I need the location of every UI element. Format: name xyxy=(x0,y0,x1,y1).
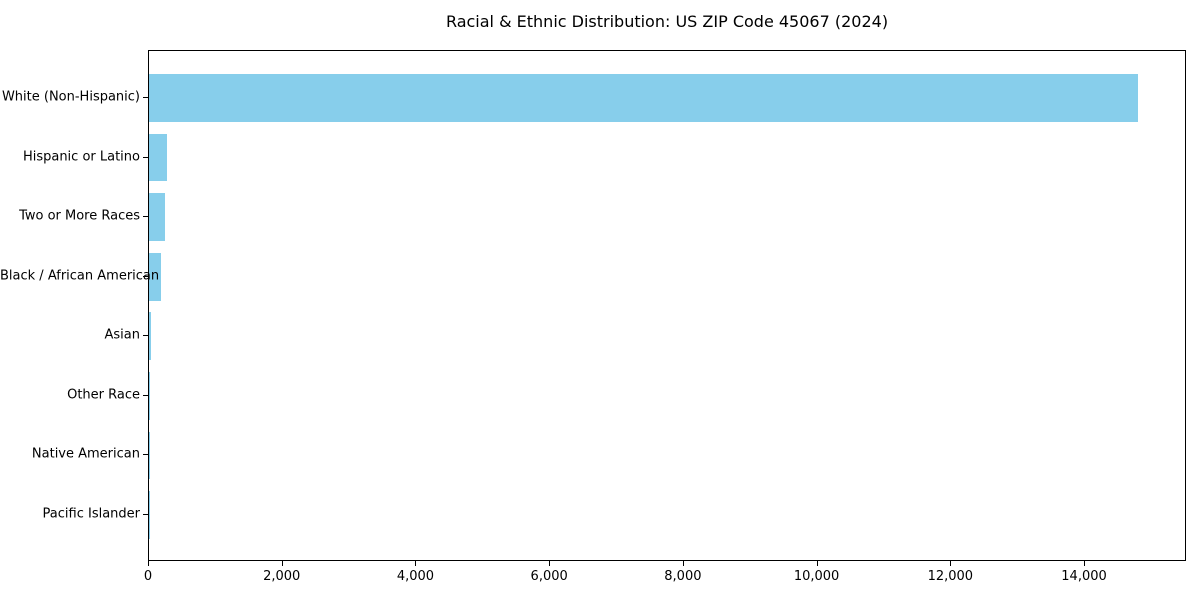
x-tick-label: 4,000 xyxy=(396,569,435,584)
y-tick-mark xyxy=(143,335,148,337)
x-tick-mark xyxy=(415,561,417,566)
x-tick-mark xyxy=(950,561,952,566)
y-axis-label-black-african-american: Black / African American xyxy=(0,268,160,284)
y-axis-label-pacific-islander: Pacific Islander xyxy=(42,506,140,522)
y-tick-mark xyxy=(143,394,148,396)
x-tick-mark xyxy=(281,561,283,566)
y-axis-label-hispanic-or-latino: Hispanic or Latino xyxy=(22,149,140,165)
y-tick-mark xyxy=(143,454,148,456)
y-tick-mark xyxy=(143,216,148,218)
bar-white-non-hispanic xyxy=(149,74,1138,122)
x-tick-mark xyxy=(682,561,684,566)
y-tick-mark xyxy=(143,513,148,515)
x-tick-mark xyxy=(549,561,551,566)
x-tick-label: 12,000 xyxy=(927,569,974,584)
bar-black-african-american xyxy=(149,252,162,301)
bar-asian xyxy=(149,312,151,361)
y-axis-label-white-non-hispanic: White (Non-Hispanic) xyxy=(1,89,140,105)
x-tick-label: 10,000 xyxy=(793,569,840,584)
y-tick-mark xyxy=(143,156,148,158)
x-tick-label: 14,000 xyxy=(1061,569,1107,584)
x-tick-label: 6,000 xyxy=(530,569,568,584)
bar-two-or-more-races xyxy=(149,193,166,241)
y-axis-label-asian: Asian xyxy=(104,327,140,343)
chart-title: Racial & Ethnic Distribution: US ZIP Cod… xyxy=(445,12,889,31)
y-tick-mark xyxy=(143,97,148,99)
x-tick-mark xyxy=(816,561,818,566)
y-axis-label-other-race: Other Race xyxy=(67,387,140,403)
x-tick-label: 8,000 xyxy=(664,569,702,584)
y-tick-mark xyxy=(143,275,148,277)
x-tick-label: 0 xyxy=(143,569,153,584)
y-axis-label-two-or-more-races: Two or More Races xyxy=(19,208,140,224)
x-tick-mark xyxy=(148,561,149,566)
bar-other-race xyxy=(149,372,150,420)
x-tick-label: 2,000 xyxy=(263,569,301,584)
plot-area xyxy=(148,50,1186,561)
y-axis-label-native-american: Native American xyxy=(31,446,140,462)
bar-hispanic-or-latino xyxy=(149,133,168,182)
x-tick-mark xyxy=(1084,561,1086,566)
